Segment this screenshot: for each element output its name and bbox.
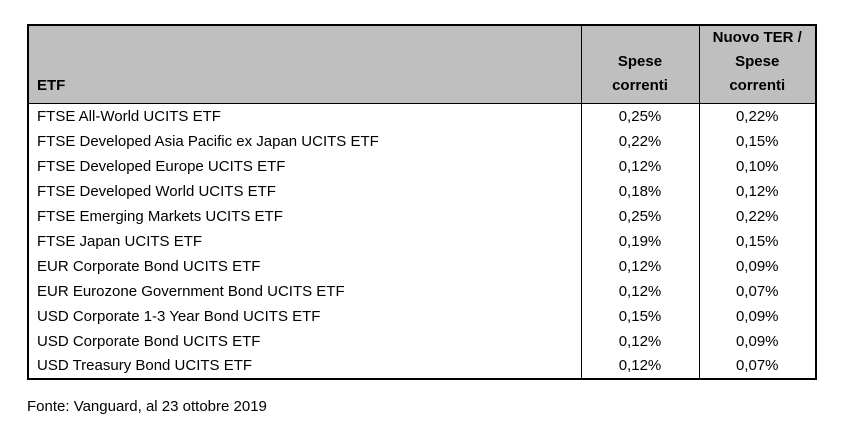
- table-row: FTSE Developed Asia Pacific ex Japan UCI…: [27, 128, 817, 154]
- nuovo-ter-cell: 0,10%: [698, 153, 817, 179]
- spese-correnti-cell: 0,25%: [580, 203, 700, 229]
- etf-name-cell: FTSE Emerging Markets UCITS ETF: [27, 203, 582, 229]
- nuovo-ter-cell: 0,09%: [698, 328, 817, 354]
- nuovo-ter-cell: 0,07%: [698, 278, 817, 304]
- etf-name-cell: FTSE Developed World UCITS ETF: [27, 178, 582, 204]
- table-row: FTSE Developed World UCITS ETF 0,18% 0,1…: [27, 178, 817, 204]
- etf-name-cell: FTSE Developed Asia Pacific ex Japan UCI…: [27, 128, 582, 154]
- col-header-etf: ETF: [27, 24, 582, 104]
- spese-correnti-cell: 0,12%: [580, 353, 700, 379]
- nuovo-ter-cell: 0,12%: [698, 178, 817, 204]
- spese-correnti-cell: 0,22%: [580, 128, 700, 154]
- table-row: FTSE Emerging Markets UCITS ETF 0,25% 0,…: [27, 203, 817, 229]
- etf-name-cell: USD Treasury Bond UCITS ETF: [27, 353, 582, 379]
- spese-correnti-cell: 0,12%: [580, 253, 700, 279]
- nuovo-ter-cell: 0,09%: [698, 303, 817, 329]
- spese-correnti-cell: 0,19%: [580, 228, 700, 254]
- etf-name-cell: USD Corporate 1-3 Year Bond UCITS ETF: [27, 303, 582, 329]
- table-row: USD Treasury Bond UCITS ETF 0,12% 0,07%: [27, 353, 817, 379]
- spese-correnti-cell: 0,18%: [580, 178, 700, 204]
- table-body: FTSE All-World UCITS ETF 0,25% 0,22% FTS…: [27, 103, 817, 379]
- nuovo-ter-cell: 0,15%: [698, 128, 817, 154]
- spese-correnti-cell: 0,12%: [580, 328, 700, 354]
- header-row: ETF Spese correnti Nuovo TER / Spese cor…: [27, 24, 817, 104]
- table-row: FTSE Japan UCITS ETF 0,19% 0,15%: [27, 228, 817, 254]
- etf-name-cell: EUR Corporate Bond UCITS ETF: [27, 253, 582, 279]
- spese-correnti-cell: 0,15%: [580, 303, 700, 329]
- etf-name-cell: FTSE Japan UCITS ETF: [27, 228, 582, 254]
- nuovo-ter-cell: 0,22%: [698, 203, 817, 229]
- table-row: USD Corporate 1-3 Year Bond UCITS ETF 0,…: [27, 303, 817, 329]
- table-row: FTSE All-World UCITS ETF 0,25% 0,22%: [27, 103, 817, 129]
- table-row: FTSE Developed Europe UCITS ETF 0,12% 0,…: [27, 153, 817, 179]
- etf-name-cell: FTSE Developed Europe UCITS ETF: [27, 153, 582, 179]
- col-header-spese-correnti: Spese correnti: [580, 24, 700, 104]
- nuovo-ter-cell: 0,15%: [698, 228, 817, 254]
- nuovo-ter-cell: 0,09%: [698, 253, 817, 279]
- col-header-nuovo-ter: Nuovo TER / Spese correnti: [698, 24, 817, 104]
- table-row: EUR Corporate Bond UCITS ETF 0,12% 0,09%: [27, 253, 817, 279]
- spese-correnti-cell: 0,12%: [580, 153, 700, 179]
- etf-name-cell: USD Corporate Bond UCITS ETF: [27, 328, 582, 354]
- etf-name-cell: FTSE All-World UCITS ETF: [27, 103, 582, 129]
- nuovo-ter-cell: 0,22%: [698, 103, 817, 129]
- etf-fees-table: ETF Spese correnti Nuovo TER / Spese cor…: [27, 24, 817, 380]
- table-row: USD Corporate Bond UCITS ETF 0,12% 0,09%: [27, 328, 817, 354]
- spese-correnti-cell: 0,25%: [580, 103, 700, 129]
- spese-correnti-cell: 0,12%: [580, 278, 700, 304]
- table-row: EUR Eurozone Government Bond UCITS ETF 0…: [27, 278, 817, 304]
- nuovo-ter-cell: 0,07%: [698, 353, 817, 379]
- etf-name-cell: EUR Eurozone Government Bond UCITS ETF: [27, 278, 582, 304]
- table-header: ETF Spese correnti Nuovo TER / Spese cor…: [27, 24, 817, 104]
- source-note: Fonte: Vanguard, al 23 ottobre 2019: [27, 398, 267, 415]
